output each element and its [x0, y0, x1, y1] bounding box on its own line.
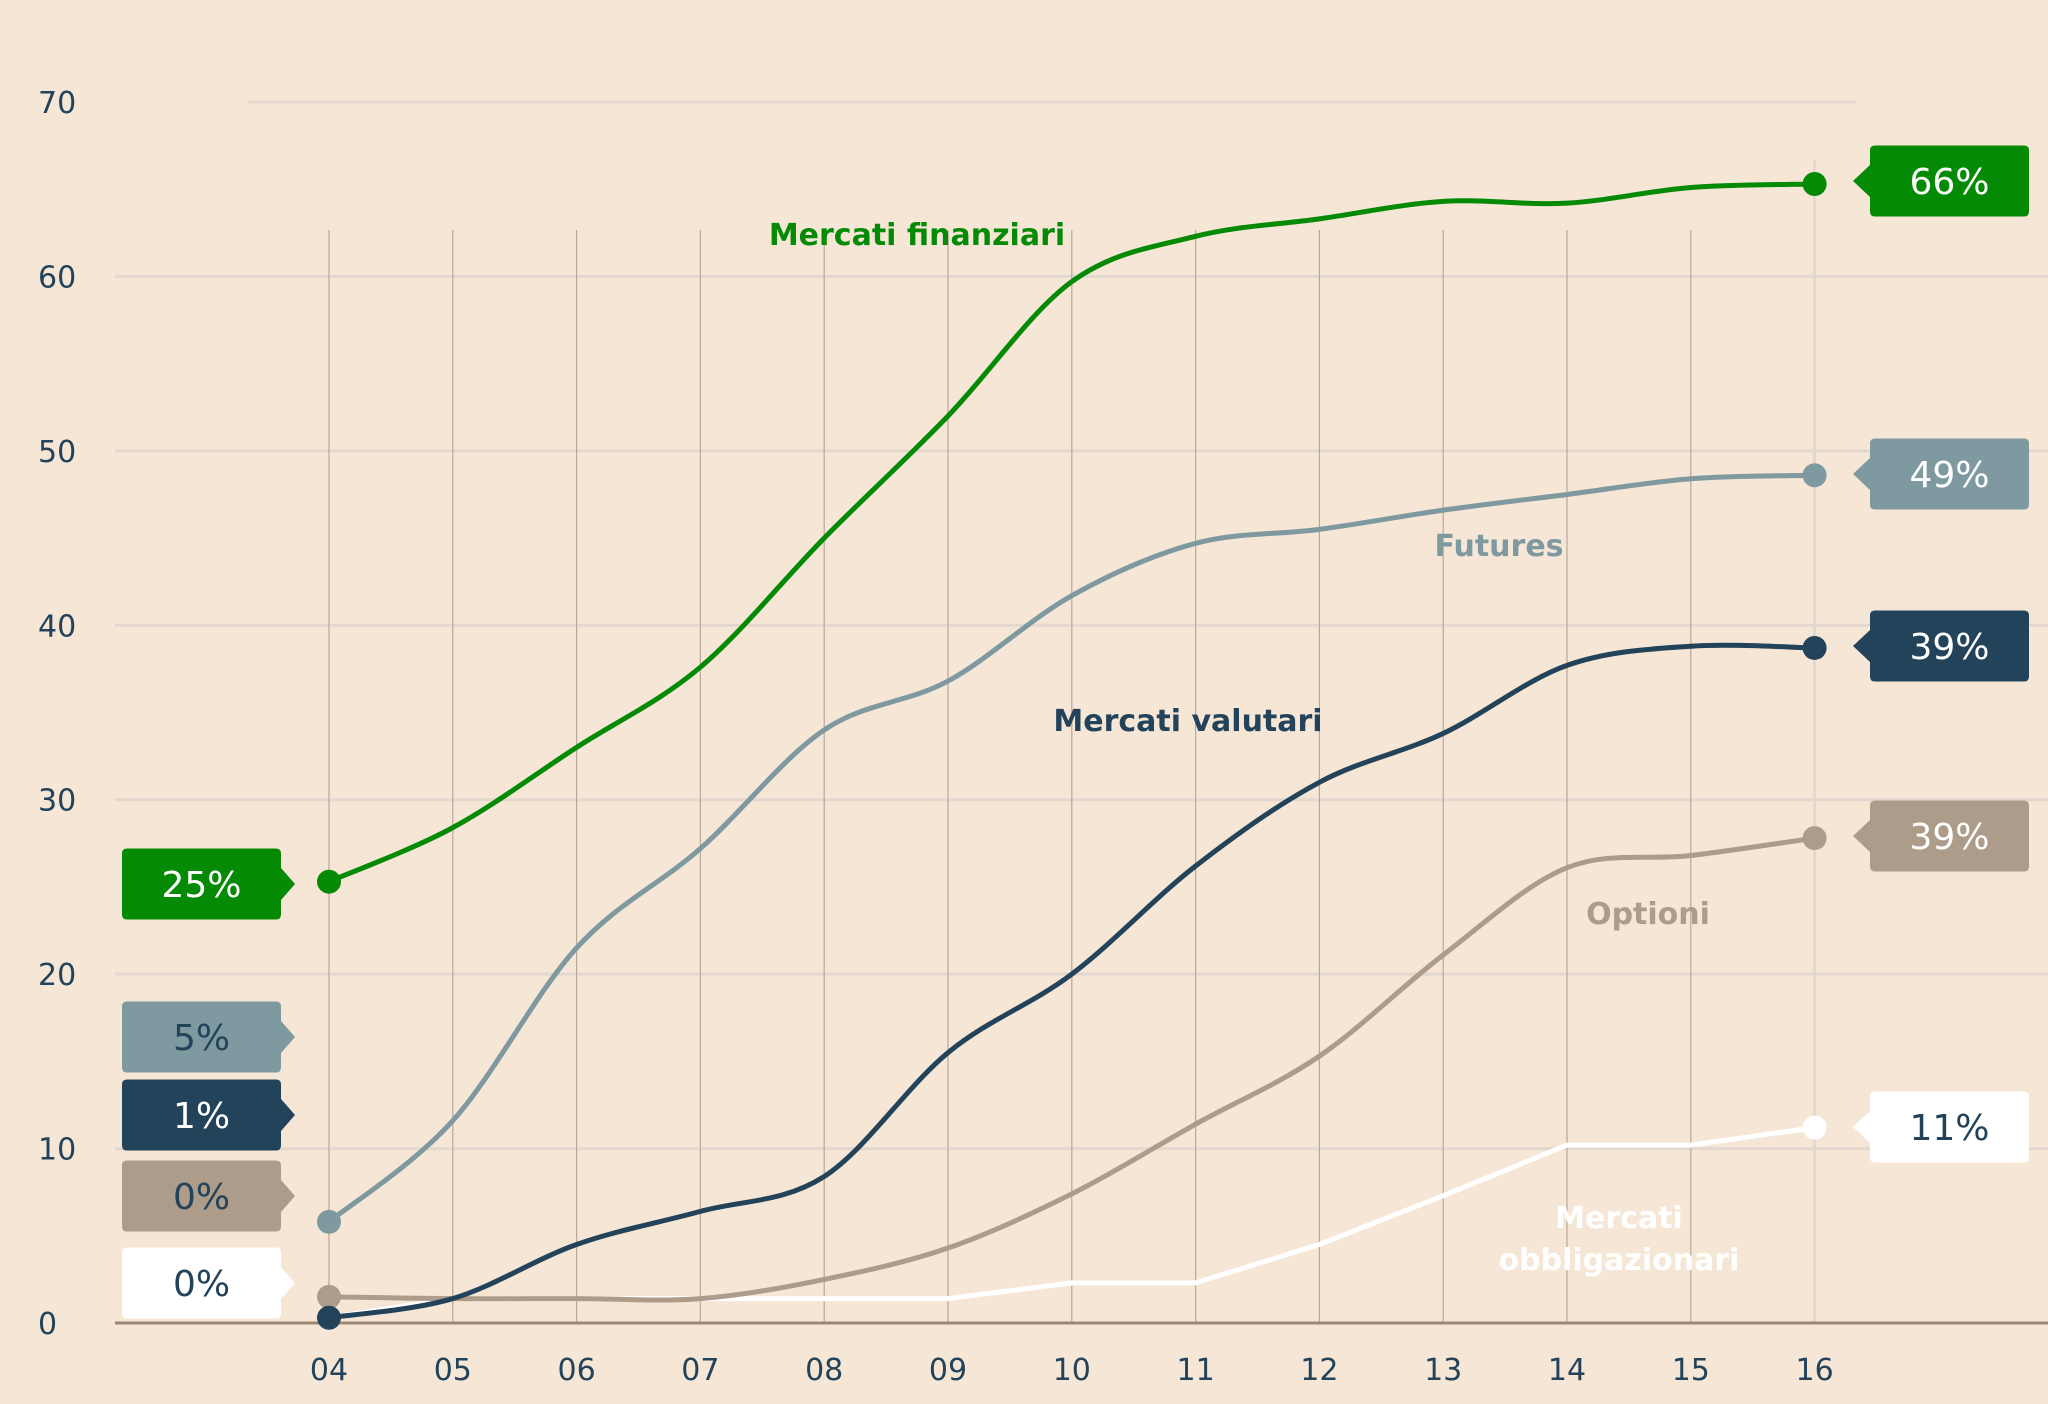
- start-value-tag: 25%: [122, 848, 295, 920]
- horizontal-gridlines: [115, 100, 2048, 1151]
- series-label-0: Mercati finanziari: [769, 218, 1065, 253]
- start-point-marker: [317, 869, 341, 894]
- end-point-marker: [1802, 463, 1827, 488]
- start-point-marker: [317, 1284, 341, 1309]
- end-value-tag: 49%: [1853, 438, 2029, 510]
- y-tick-label: 0: [38, 1307, 57, 1342]
- tag-value: 0%: [173, 1264, 230, 1305]
- tag-value: 5%: [173, 1018, 230, 1059]
- series-label-line: Mercati: [1555, 1201, 1683, 1236]
- end-value-tag: 39%: [1853, 610, 2029, 682]
- start-value-tag: 0%: [122, 1247, 295, 1319]
- tag-box: [1853, 800, 2029, 872]
- end-point-marker: [1802, 171, 1827, 196]
- y-tick-label: 20: [38, 958, 76, 993]
- series-lines: [317, 171, 1827, 1330]
- x-tick-label: 11: [1177, 1353, 1215, 1388]
- start-value-tag: 1%: [122, 1079, 295, 1151]
- series-label-1: Futures: [1434, 529, 1563, 564]
- end-value-tag: 66%: [1853, 145, 2029, 217]
- tag-box: [122, 1001, 295, 1073]
- y-tick-label: 60: [38, 260, 76, 295]
- vertical-gridlines: [328, 160, 1817, 1323]
- start-value-tag: 0%: [122, 1160, 295, 1232]
- series-line-3: [328, 835, 1815, 1303]
- y-tick-label: 70: [38, 86, 76, 121]
- tag-box: [122, 1247, 295, 1319]
- start-value-tag: 5%: [122, 1001, 295, 1073]
- y-tick-label: 40: [38, 609, 76, 644]
- tag-box: [122, 848, 295, 920]
- tag-value: 25%: [161, 865, 241, 906]
- series-line-2: [328, 642, 1815, 1321]
- tag-box: [1853, 1091, 2029, 1163]
- x-tick-label: 15: [1672, 1353, 1710, 1388]
- end-value-tag: 39%: [1853, 800, 2029, 872]
- x-tick-label: 16: [1796, 1353, 1834, 1388]
- start-point-marker: [317, 1209, 341, 1234]
- y-tick-label: 10: [38, 1133, 76, 1168]
- series-labels: Mercati finanziari Futures Mercati valutar…: [769, 218, 1740, 1278]
- tag-box: [1853, 610, 2029, 682]
- x-tick-label: 12: [1300, 1353, 1338, 1388]
- tag-value: 39%: [1909, 817, 1989, 858]
- x-tick-label: 14: [1548, 1353, 1586, 1388]
- tag-box: [122, 1079, 295, 1151]
- x-axis-ticks: 04 05 06 07 08 09 10 11 12 13 14 15 16: [310, 1353, 1834, 1388]
- series-line-0: [327, 181, 1815, 884]
- tag-value: 66%: [1909, 162, 1989, 203]
- x-tick-label: 05: [434, 1353, 472, 1388]
- tag-box: [1853, 145, 2029, 217]
- x-tick-label: 04: [310, 1353, 348, 1388]
- x-tick-label: 10: [1053, 1353, 1091, 1388]
- x-tick-label: 13: [1424, 1353, 1462, 1388]
- tag-value: 1%: [173, 1096, 230, 1137]
- end-point-marker: [1802, 1115, 1827, 1140]
- series-label-2: Mercati valutari: [1053, 704, 1322, 739]
- series-line-1: [327, 472, 1815, 1224]
- x-tick-label: 06: [558, 1353, 596, 1388]
- end-point-marker: [1802, 635, 1827, 660]
- x-tick-label: 08: [805, 1353, 843, 1388]
- end-point-marker: [1802, 826, 1827, 851]
- x-tick-label: 09: [929, 1353, 967, 1388]
- tag-box: [122, 1160, 295, 1232]
- value-tags: 25% 5% 1% 0% 0% 66% 49% 39% 39% 11%: [122, 145, 2029, 1319]
- tag-value: 49%: [1909, 455, 1989, 496]
- y-tick-label: 50: [38, 435, 76, 470]
- start-point-marker: [317, 1305, 341, 1330]
- tag-value: 11%: [1909, 1108, 1989, 1149]
- series-label-4: Mercati obbligazionari: [1499, 1201, 1740, 1278]
- series-label-line: obbligazionari: [1499, 1243, 1740, 1278]
- end-value-tag: 11%: [1853, 1091, 2029, 1163]
- y-axis-ticks: 0 10 20 30 40 50 60 70: [38, 86, 76, 1342]
- x-tick-label: 07: [681, 1353, 719, 1388]
- series-label-3: Optioni: [1586, 897, 1710, 932]
- y-tick-label: 30: [38, 784, 76, 819]
- tag-box: [1853, 438, 2029, 510]
- tag-value: 0%: [173, 1177, 230, 1218]
- tag-value: 39%: [1909, 627, 1989, 668]
